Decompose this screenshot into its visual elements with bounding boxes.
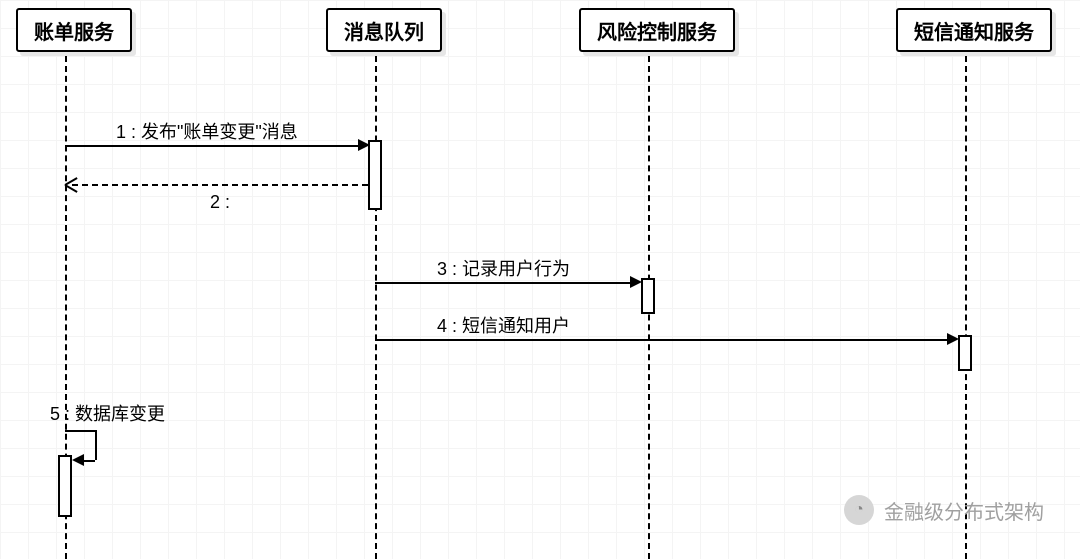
- participant-label: 风险控制服务: [597, 16, 717, 45]
- message-3-line: [375, 282, 635, 284]
- message-2-arrow: [65, 184, 79, 186]
- message-1-label: 1 : 发布"账单变更"消息: [116, 118, 298, 144]
- activation-mq: [368, 140, 382, 210]
- watermark-text: 金融级分布式架构: [884, 496, 1044, 525]
- message-1-line: [65, 145, 363, 147]
- participant-billing: 账单服务: [16, 8, 132, 52]
- message-5-seg-top: [65, 430, 95, 432]
- message-3-label: 3 : 记录用户行为: [437, 255, 570, 281]
- participant-label: 短信通知服务: [914, 16, 1034, 45]
- participant-label: 消息队列: [344, 16, 424, 45]
- participant-label: 账单服务: [34, 16, 114, 45]
- participant-risk: 风险控制服务: [579, 8, 735, 52]
- activation-billing: [58, 455, 72, 517]
- message-3-arrow: [630, 276, 642, 288]
- message-5-arrow: [72, 454, 84, 466]
- participant-mq: 消息队列: [326, 8, 442, 52]
- lifeline-sms: [965, 56, 967, 559]
- activation-sms: [958, 335, 972, 371]
- participant-sms: 短信通知服务: [896, 8, 1052, 52]
- wechat-icon: ◔: [844, 495, 874, 525]
- message-4-line: [375, 339, 952, 341]
- activation-risk: [641, 278, 655, 314]
- message-5-seg-down: [95, 430, 97, 460]
- watermark: ◔ 金融级分布式架构: [844, 495, 1044, 525]
- lifeline-mq: [375, 56, 377, 559]
- message-2-line: [72, 184, 368, 186]
- message-4-arrow: [947, 333, 959, 345]
- message-2-label: 2 :: [210, 192, 230, 213]
- message-4-label: 4 : 短信通知用户: [437, 312, 570, 338]
- message-1-arrow: [358, 139, 370, 151]
- message-5-label: 5 : 数据库变更: [50, 400, 165, 426]
